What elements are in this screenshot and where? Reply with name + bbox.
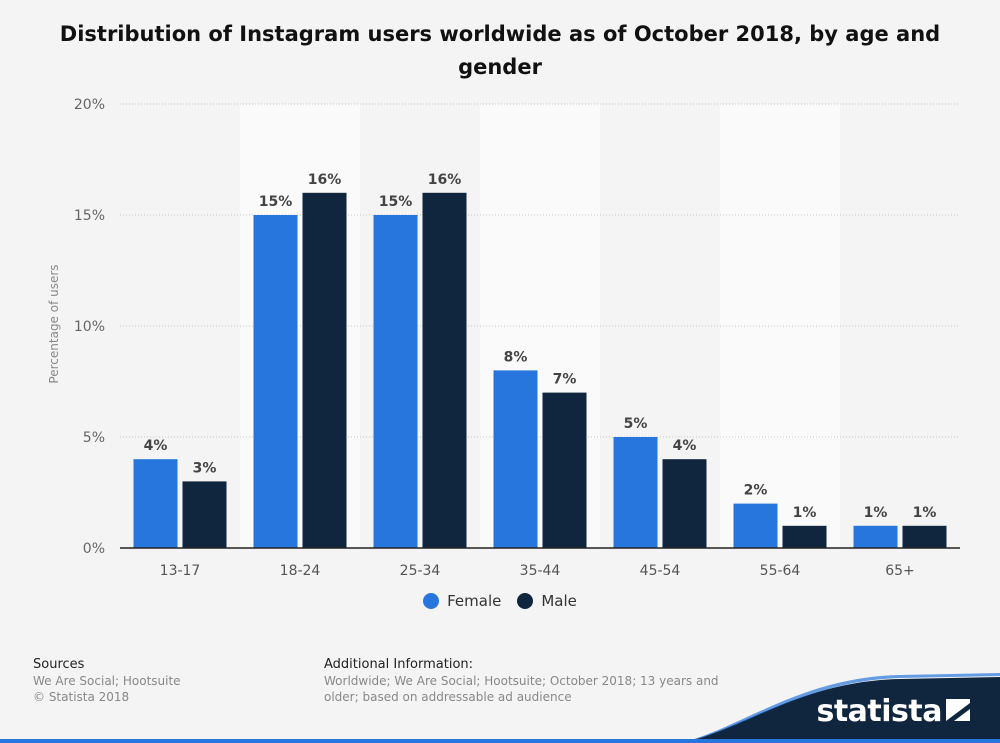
data-label: 2% (744, 483, 768, 499)
y-tick-label: 20% (74, 97, 105, 113)
x-tick-label: 55-64 (760, 563, 801, 579)
bar-female-45-54 (613, 437, 658, 548)
data-label: 15% (259, 194, 293, 210)
data-label: 1% (793, 505, 817, 521)
data-label: 16% (308, 172, 342, 188)
bar-female-25-34 (373, 215, 418, 548)
legend-label-female: Female (447, 592, 502, 610)
male-swatch (517, 593, 534, 609)
x-tick-label: 65+ (885, 563, 915, 579)
statista-brand-banner (680, 673, 1000, 743)
x-tick-label: 25-34 (400, 563, 441, 579)
y-tick-label: 0% (83, 541, 105, 557)
data-label: 4% (144, 438, 168, 454)
bar-female-13-17 (133, 459, 178, 548)
bar-male-13-17 (182, 481, 227, 548)
bar-male-18-24 (302, 192, 347, 549)
legend-label-male: Male (541, 592, 577, 610)
data-label: 16% (428, 172, 462, 188)
y-axis-label: Percentage of users (47, 264, 61, 383)
statista-logo-icon (946, 699, 970, 721)
bar-male-25-34 (422, 192, 467, 549)
bar-female-55-64 (733, 503, 778, 548)
sources-block: Sources We Are Social; Hootsuite © Stati… (33, 657, 181, 705)
sources-heading: Sources (33, 657, 85, 672)
sources-text: We Are Social; Hootsuite (33, 674, 181, 688)
bar-male-55-64 (782, 525, 827, 548)
x-tick-label: 45-54 (640, 563, 681, 579)
data-label: 8% (504, 349, 528, 365)
y-tick-label: 15% (74, 208, 105, 224)
bar-male-65+ (902, 525, 947, 548)
additional-info-heading: Additional Information: (324, 657, 474, 672)
y-tick-label: 10% (74, 319, 105, 335)
bar-male-45-54 (662, 459, 707, 548)
x-tick-label: 13-17 (160, 563, 201, 579)
data-label: 5% (624, 416, 648, 432)
chart-title: Distribution of Instagram users worldwid… (59, 22, 941, 79)
statista-logo-text[interactable]: statista (816, 694, 942, 729)
female-swatch (423, 593, 440, 609)
x-tick-label: 18-24 (280, 563, 321, 579)
legend-item-male[interactable]: Male (517, 592, 577, 610)
data-label: 1% (913, 505, 937, 521)
x-tick-label: 35-44 (520, 563, 561, 579)
legend-item-female[interactable]: Female (423, 592, 501, 610)
additional-info-text: Worldwide; We Are Social; Hootsuite; Oct… (324, 674, 719, 704)
bar-female-18-24 (253, 215, 298, 548)
bar-male-35-44 (542, 392, 587, 548)
legend: Female Male (0, 592, 1000, 610)
bar-female-35-44 (493, 370, 538, 548)
data-label: 1% (864, 505, 888, 521)
bar-chart: 0% 5% 10% 15% 20% Percentage of users 4% 3% 13-1… (47, 97, 960, 579)
copyright-text: © Statista 2018 (33, 690, 130, 704)
data-label: 3% (193, 460, 217, 476)
additional-info-block: Additional Information: Worldwide; We Ar… (324, 657, 744, 705)
y-tick-label: 5% (83, 430, 105, 446)
data-label: 7% (553, 372, 577, 388)
bar-female-65+ (853, 525, 898, 548)
bottom-accent-line (0, 739, 1000, 743)
data-label: 4% (673, 438, 697, 454)
data-label: 15% (379, 194, 413, 210)
